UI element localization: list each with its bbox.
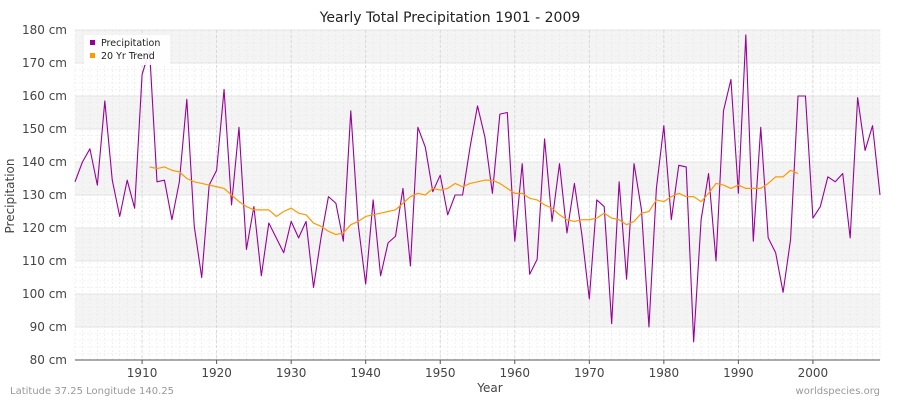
y-axis-title: Precipitation <box>3 158 17 233</box>
y-tick-label: 180 cm <box>22 23 67 37</box>
legend-label-precipitation: Precipitation <box>101 38 160 49</box>
x-tick-label: 1930 <box>276 366 307 380</box>
x-tick-label: 1970 <box>574 366 605 380</box>
legend: Precipitation 20 Yr Trend <box>84 35 170 65</box>
x-tick-label: 1950 <box>425 366 456 380</box>
y-tick-label: 100 cm <box>22 287 67 301</box>
x-tick-label: 1920 <box>201 366 232 380</box>
series-layer <box>74 34 881 343</box>
footer-credit: worldspecies.org <box>796 386 880 397</box>
legend-box <box>84 35 170 65</box>
x-axis-title: Year <box>476 381 502 395</box>
y-tick-label: 170 cm <box>22 56 67 70</box>
y-tick-label: 120 cm <box>22 221 67 235</box>
footer-location: Latitude 37.25 Longitude 140.25 <box>10 386 174 397</box>
y-tick-label: 90 cm <box>30 320 67 334</box>
x-tick-label: 1910 <box>127 366 158 380</box>
x-tick-label: 1960 <box>499 366 530 380</box>
x-tick-label: 1980 <box>649 366 680 380</box>
legend-swatch-trend <box>90 53 95 58</box>
x-tick-label: 2000 <box>798 366 829 380</box>
x-tick-label: 1940 <box>350 366 381 380</box>
major-grid <box>75 29 880 361</box>
legend-swatch-precipitation <box>90 40 95 45</box>
x-tick-label: 1990 <box>723 366 754 380</box>
y-tick-label: 150 cm <box>22 122 67 136</box>
y-tick-label: 160 cm <box>22 89 67 103</box>
legend-label-trend: 20 Yr Trend <box>101 51 155 62</box>
x-axis-ticks: 1910 1920 1930 1940 1950 1960 1970 1980 1990 2000 <box>127 360 828 380</box>
y-tick-label: 130 cm <box>22 188 67 202</box>
y-tick-label: 80 cm <box>30 353 67 367</box>
trend-line <box>149 166 799 236</box>
y-tick-label: 140 cm <box>22 155 67 169</box>
y-axis-ticks: 80 cm 90 cm 100 cm 110 cm 120 cm 130 cm 140 cm… <box>22 23 67 367</box>
chart-title: Yearly Total Precipitation 1901 - 2009 <box>319 10 581 26</box>
y-tick-label: 110 cm <box>22 254 67 268</box>
plot-band <box>75 96 880 129</box>
